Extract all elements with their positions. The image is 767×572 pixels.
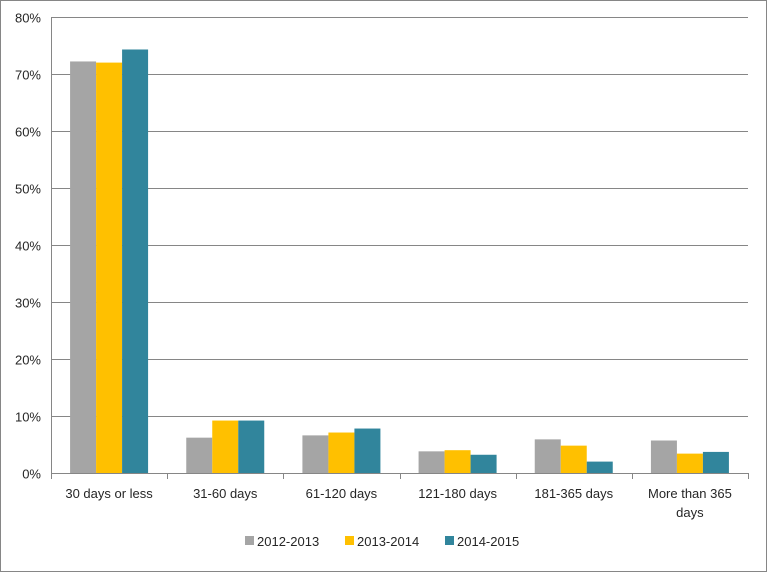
legend: 2012-2013 2013-2014 2014-2015 <box>245 534 519 549</box>
legend-swatch <box>245 536 254 545</box>
y-tick-label: 40% <box>15 239 41 254</box>
y-tick-label: 30% <box>15 296 41 311</box>
bar-2012-2013-121-180-days <box>418 451 445 473</box>
y-tick-label: 80% <box>15 11 41 26</box>
legend-label: 2012-2013 <box>257 534 319 549</box>
y-tick-label: 60% <box>15 125 41 140</box>
x-category-label: 31-60 days <box>193 486 258 501</box>
bar-2014-2015-more-than-365-days <box>702 451 729 473</box>
bar-2014-2015-30-days-or-less <box>122 49 149 474</box>
bar-2013-2014-121-180-days <box>444 450 471 473</box>
bar-2013-2014-more-than-365-days <box>676 453 703 473</box>
y-tick-label: 0% <box>22 467 41 482</box>
bar-2014-2015-31-60-days <box>238 420 265 473</box>
y-tick-label: 50% <box>15 182 41 197</box>
bar-2014-2015-121-180-days <box>470 454 497 473</box>
axis-labels: 0% 10% 20% 30% 40% 50% 60% 70% 80% 30 days or les… <box>15 11 732 521</box>
bar-2012-2013-181-365-days <box>534 439 561 473</box>
legend-swatch <box>445 536 454 545</box>
bar-2013-2014-30-days-or-less <box>96 62 123 473</box>
x-category-label: 181-365 days <box>534 486 613 501</box>
bar-2012-2013-more-than-365-days <box>650 440 677 473</box>
bar-2012-2013-30-days-or-less <box>70 61 97 474</box>
bar-2014-2015-181-365-days <box>586 461 613 473</box>
bar-2013-2014-31-60-days <box>212 420 239 473</box>
x-category-label: 121-180 days <box>418 486 497 501</box>
bar-2013-2014-181-365-days <box>560 445 587 473</box>
legend-label: 2014-2015 <box>457 534 519 549</box>
bar-2013-2014-61-120-days <box>328 432 355 473</box>
bar-2012-2013-31-60-days <box>186 437 213 473</box>
legend-label: 2013-2014 <box>357 534 419 549</box>
bar-2014-2015-61-120-days <box>354 428 381 473</box>
bar-2012-2013-61-120-days <box>302 435 329 473</box>
y-tick-label: 70% <box>15 68 41 83</box>
axes <box>51 17 749 479</box>
x-category-label: days <box>676 505 704 520</box>
x-category-label: 61-120 days <box>306 486 378 501</box>
legend-swatch <box>345 536 354 545</box>
bars <box>70 49 729 474</box>
x-category-label: 30 days or less <box>65 486 153 501</box>
x-category-label: More than 365 <box>648 486 732 501</box>
gridlines <box>51 17 748 417</box>
y-tick-label: 10% <box>15 410 41 425</box>
y-tick-label: 20% <box>15 353 41 368</box>
